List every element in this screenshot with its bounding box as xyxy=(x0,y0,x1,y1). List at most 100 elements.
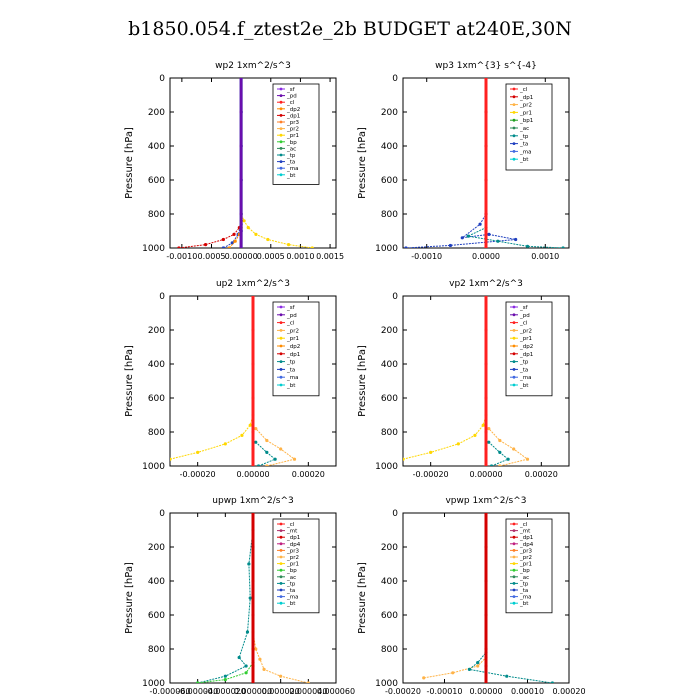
data-point_pd xyxy=(239,144,243,148)
y-tick-label: 1000 xyxy=(375,679,398,689)
y-tick-label: 600 xyxy=(148,394,165,404)
legend-label: _mt xyxy=(519,529,531,535)
data-point_dp2 xyxy=(233,239,237,243)
x-tick-label: 0.00000 xyxy=(469,687,502,696)
data-point_tp xyxy=(467,667,471,672)
data-point_ta xyxy=(460,236,464,240)
data-point_pr2 xyxy=(265,464,269,466)
data-point_ta xyxy=(448,243,453,248)
data-point_pr2 xyxy=(476,664,480,668)
data-point_dp1 xyxy=(484,579,488,583)
x-tick-label: -0.000040 xyxy=(177,687,218,696)
data-point_tp xyxy=(550,681,554,683)
legend-label: _dp1 xyxy=(519,352,533,358)
data-point_cl xyxy=(251,362,255,366)
legend-marker xyxy=(512,150,516,153)
data-point_cl xyxy=(484,110,488,114)
y-tick-label: 0 xyxy=(159,292,165,302)
data-point_tp xyxy=(237,655,241,660)
legend-label: _ta xyxy=(286,588,295,594)
data-point_pd xyxy=(239,78,243,80)
data-point_tp xyxy=(476,661,480,665)
legend-label: _cl xyxy=(286,100,295,106)
legend-marker xyxy=(512,582,516,585)
legend-label: _tp xyxy=(519,134,529,140)
legend-marker xyxy=(512,157,516,161)
legend-label: _ma xyxy=(286,375,298,381)
legend-label: _ta xyxy=(519,142,528,148)
legend-marker xyxy=(512,549,516,552)
data-point_pr1 xyxy=(481,423,485,427)
legend-marker xyxy=(279,575,283,579)
legend-label: _cl xyxy=(519,321,528,327)
chart-title: wp2 1xm^2/s^3 xyxy=(215,61,291,71)
data-point_bp xyxy=(244,671,248,675)
series-line_tp xyxy=(466,227,564,248)
y-tick-label: 400 xyxy=(148,142,165,152)
data-point_pd xyxy=(239,246,243,248)
y-axis-label: Pressure [hPa] xyxy=(124,562,135,634)
data-point_ta xyxy=(487,232,491,236)
legend-marker xyxy=(512,95,516,99)
data-point_pr2 xyxy=(451,671,455,675)
data-point_pr2 xyxy=(254,427,258,431)
y-tick-label: 0 xyxy=(392,74,398,84)
legend-marker xyxy=(279,173,283,177)
data-point_pr2 xyxy=(279,447,283,451)
series-line_bp xyxy=(197,662,254,683)
legend-marker xyxy=(279,555,283,559)
data-point_tp xyxy=(487,440,491,444)
data-point_pr1 xyxy=(286,243,291,247)
legend-label: _cl xyxy=(519,87,528,93)
legend-label: _bp xyxy=(286,568,297,574)
legend-label: _tp xyxy=(286,153,296,159)
legend-marker xyxy=(279,542,283,546)
data-point_cl xyxy=(484,396,488,400)
data-point_dp1 xyxy=(251,664,255,668)
legend-label: _ma xyxy=(519,375,531,381)
data-point_cl xyxy=(484,328,488,332)
x-tick-label: 0.000040 xyxy=(289,687,327,696)
chart-title: vpwp 1xm^2/s^3 xyxy=(445,496,526,506)
series-line_tp xyxy=(488,441,510,466)
legend-marker xyxy=(279,529,283,532)
x-tick-label: -0.00010 xyxy=(427,687,463,696)
legend-marker xyxy=(279,107,283,111)
legend-marker xyxy=(512,529,516,532)
data-point_dp1 xyxy=(203,243,208,247)
legend-label: _pr1 xyxy=(519,110,532,116)
legend-label: _dp2 xyxy=(519,344,533,350)
legend-label: _bt xyxy=(286,601,296,607)
data-point_cl xyxy=(484,212,488,216)
legend-label: _pr2 xyxy=(286,555,299,561)
legend-label: _tp xyxy=(519,581,529,587)
data-point_cl xyxy=(484,78,488,80)
y-tick-label: 1000 xyxy=(375,462,398,472)
data-point_pd xyxy=(239,178,243,182)
data-point_tp xyxy=(265,450,269,454)
legend-label: _ta xyxy=(286,367,295,373)
y-tick-label: 800 xyxy=(148,210,165,220)
legend-label: _bp xyxy=(286,140,297,146)
legend-marker xyxy=(279,375,283,379)
legend-marker xyxy=(512,575,516,579)
data-point_cl xyxy=(251,447,255,451)
y-tick-label: 200 xyxy=(148,108,165,118)
legend-label: _pr1 xyxy=(286,133,299,139)
x-tick-label: -0.000020 xyxy=(205,687,246,696)
legend-marker xyxy=(512,336,516,340)
legend-label: _cl xyxy=(286,522,295,528)
legend-label: _ta xyxy=(519,588,528,594)
y-tick-label: 600 xyxy=(381,176,398,186)
legend-label: _pr3 xyxy=(286,548,300,554)
legend-label: _ma xyxy=(286,595,298,601)
series-group xyxy=(177,78,314,248)
x-tick-label: 0.000060 xyxy=(317,687,355,696)
legend-marker xyxy=(512,103,516,106)
legend-marker xyxy=(512,595,516,598)
legend-label: _sf xyxy=(286,87,296,93)
